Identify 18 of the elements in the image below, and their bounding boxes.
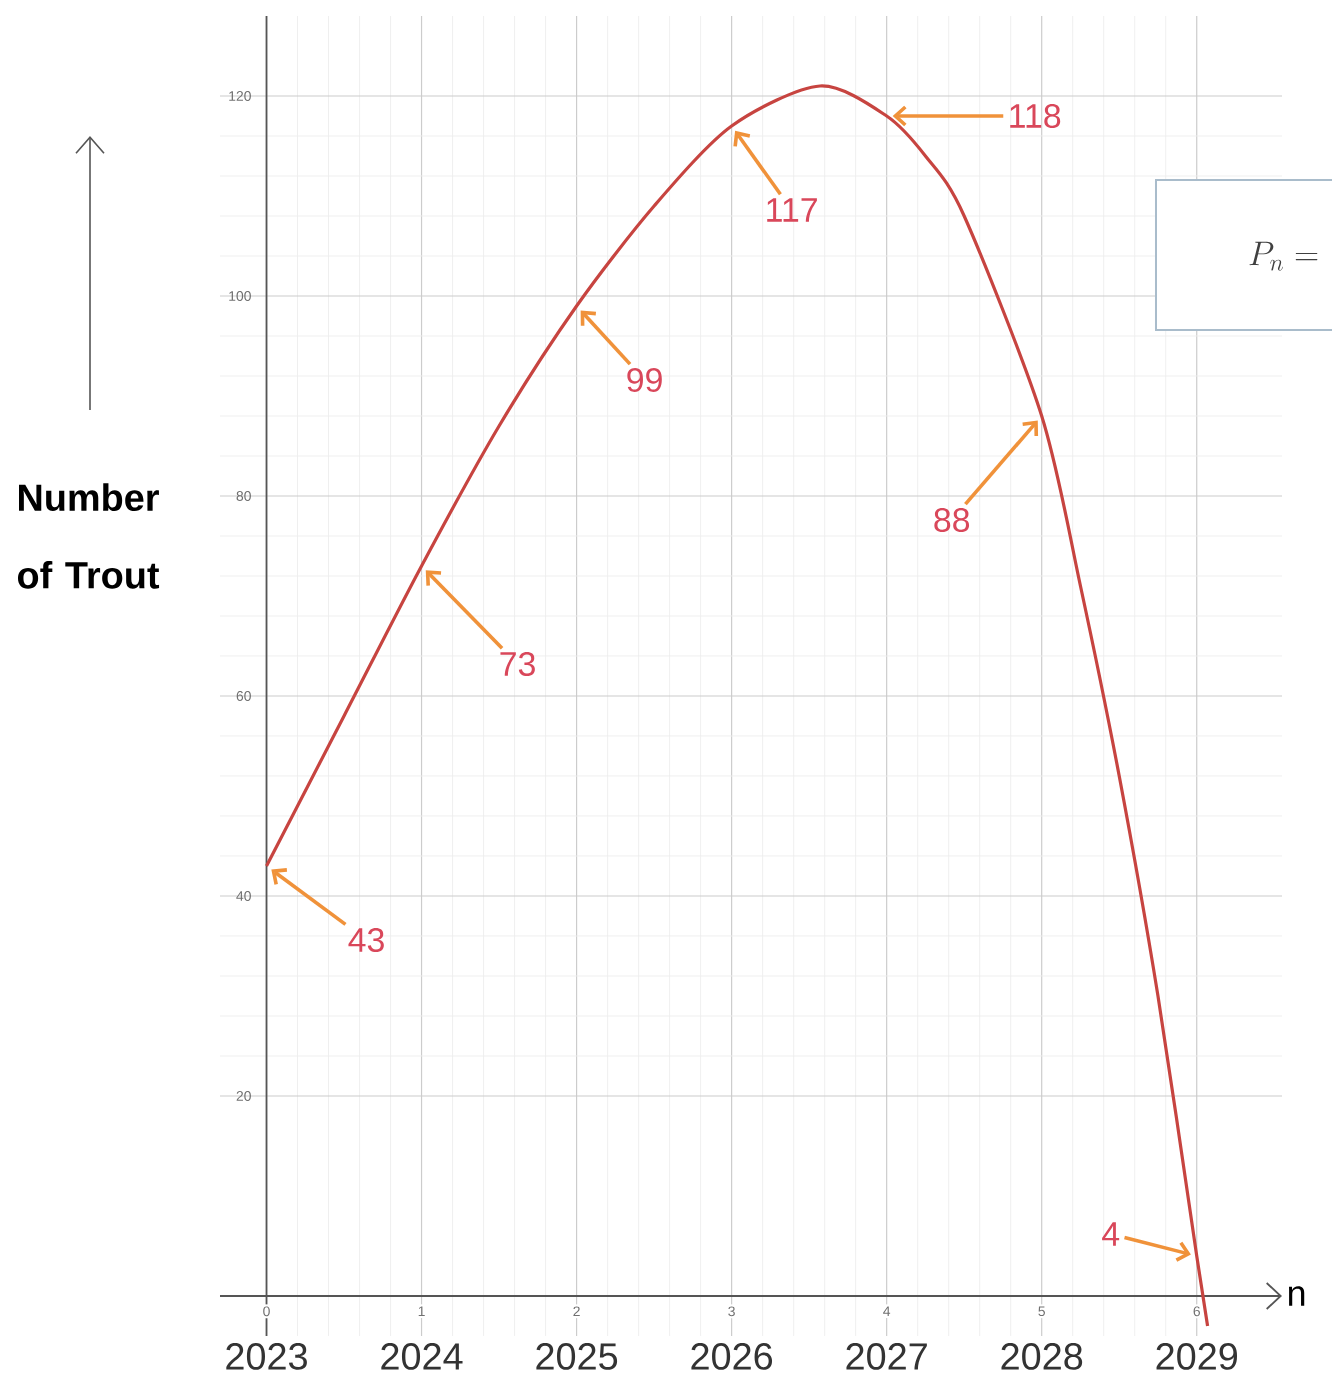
annotation: 99 xyxy=(627,367,662,392)
x2-tick-label: 2026 xyxy=(691,1343,773,1370)
annotation: 4 xyxy=(1102,1222,1120,1246)
annotation: 43 xyxy=(348,927,384,952)
annotation: 117 xyxy=(767,198,817,222)
x2-tick-label: 2027 xyxy=(846,1343,927,1370)
x2-tick-label: 2024 xyxy=(381,1343,463,1370)
x2-tick-label: 2029 xyxy=(1156,1343,1238,1370)
text: Number of Trout xyxy=(17,483,160,589)
annotation: 118 xyxy=(1010,103,1061,128)
annotation: $P_n =$ xyxy=(1249,241,1318,271)
x-axis-title: n xyxy=(1288,1286,1305,1306)
x2-tick-label: 2028 xyxy=(1001,1343,1083,1370)
x2-tick-label: 2023 xyxy=(226,1343,307,1370)
annotation: 73 xyxy=(500,651,535,676)
line-series xyxy=(264,84,1210,1328)
annotation: 88 xyxy=(934,507,970,532)
x2-tick-label: 2025 xyxy=(536,1343,618,1370)
